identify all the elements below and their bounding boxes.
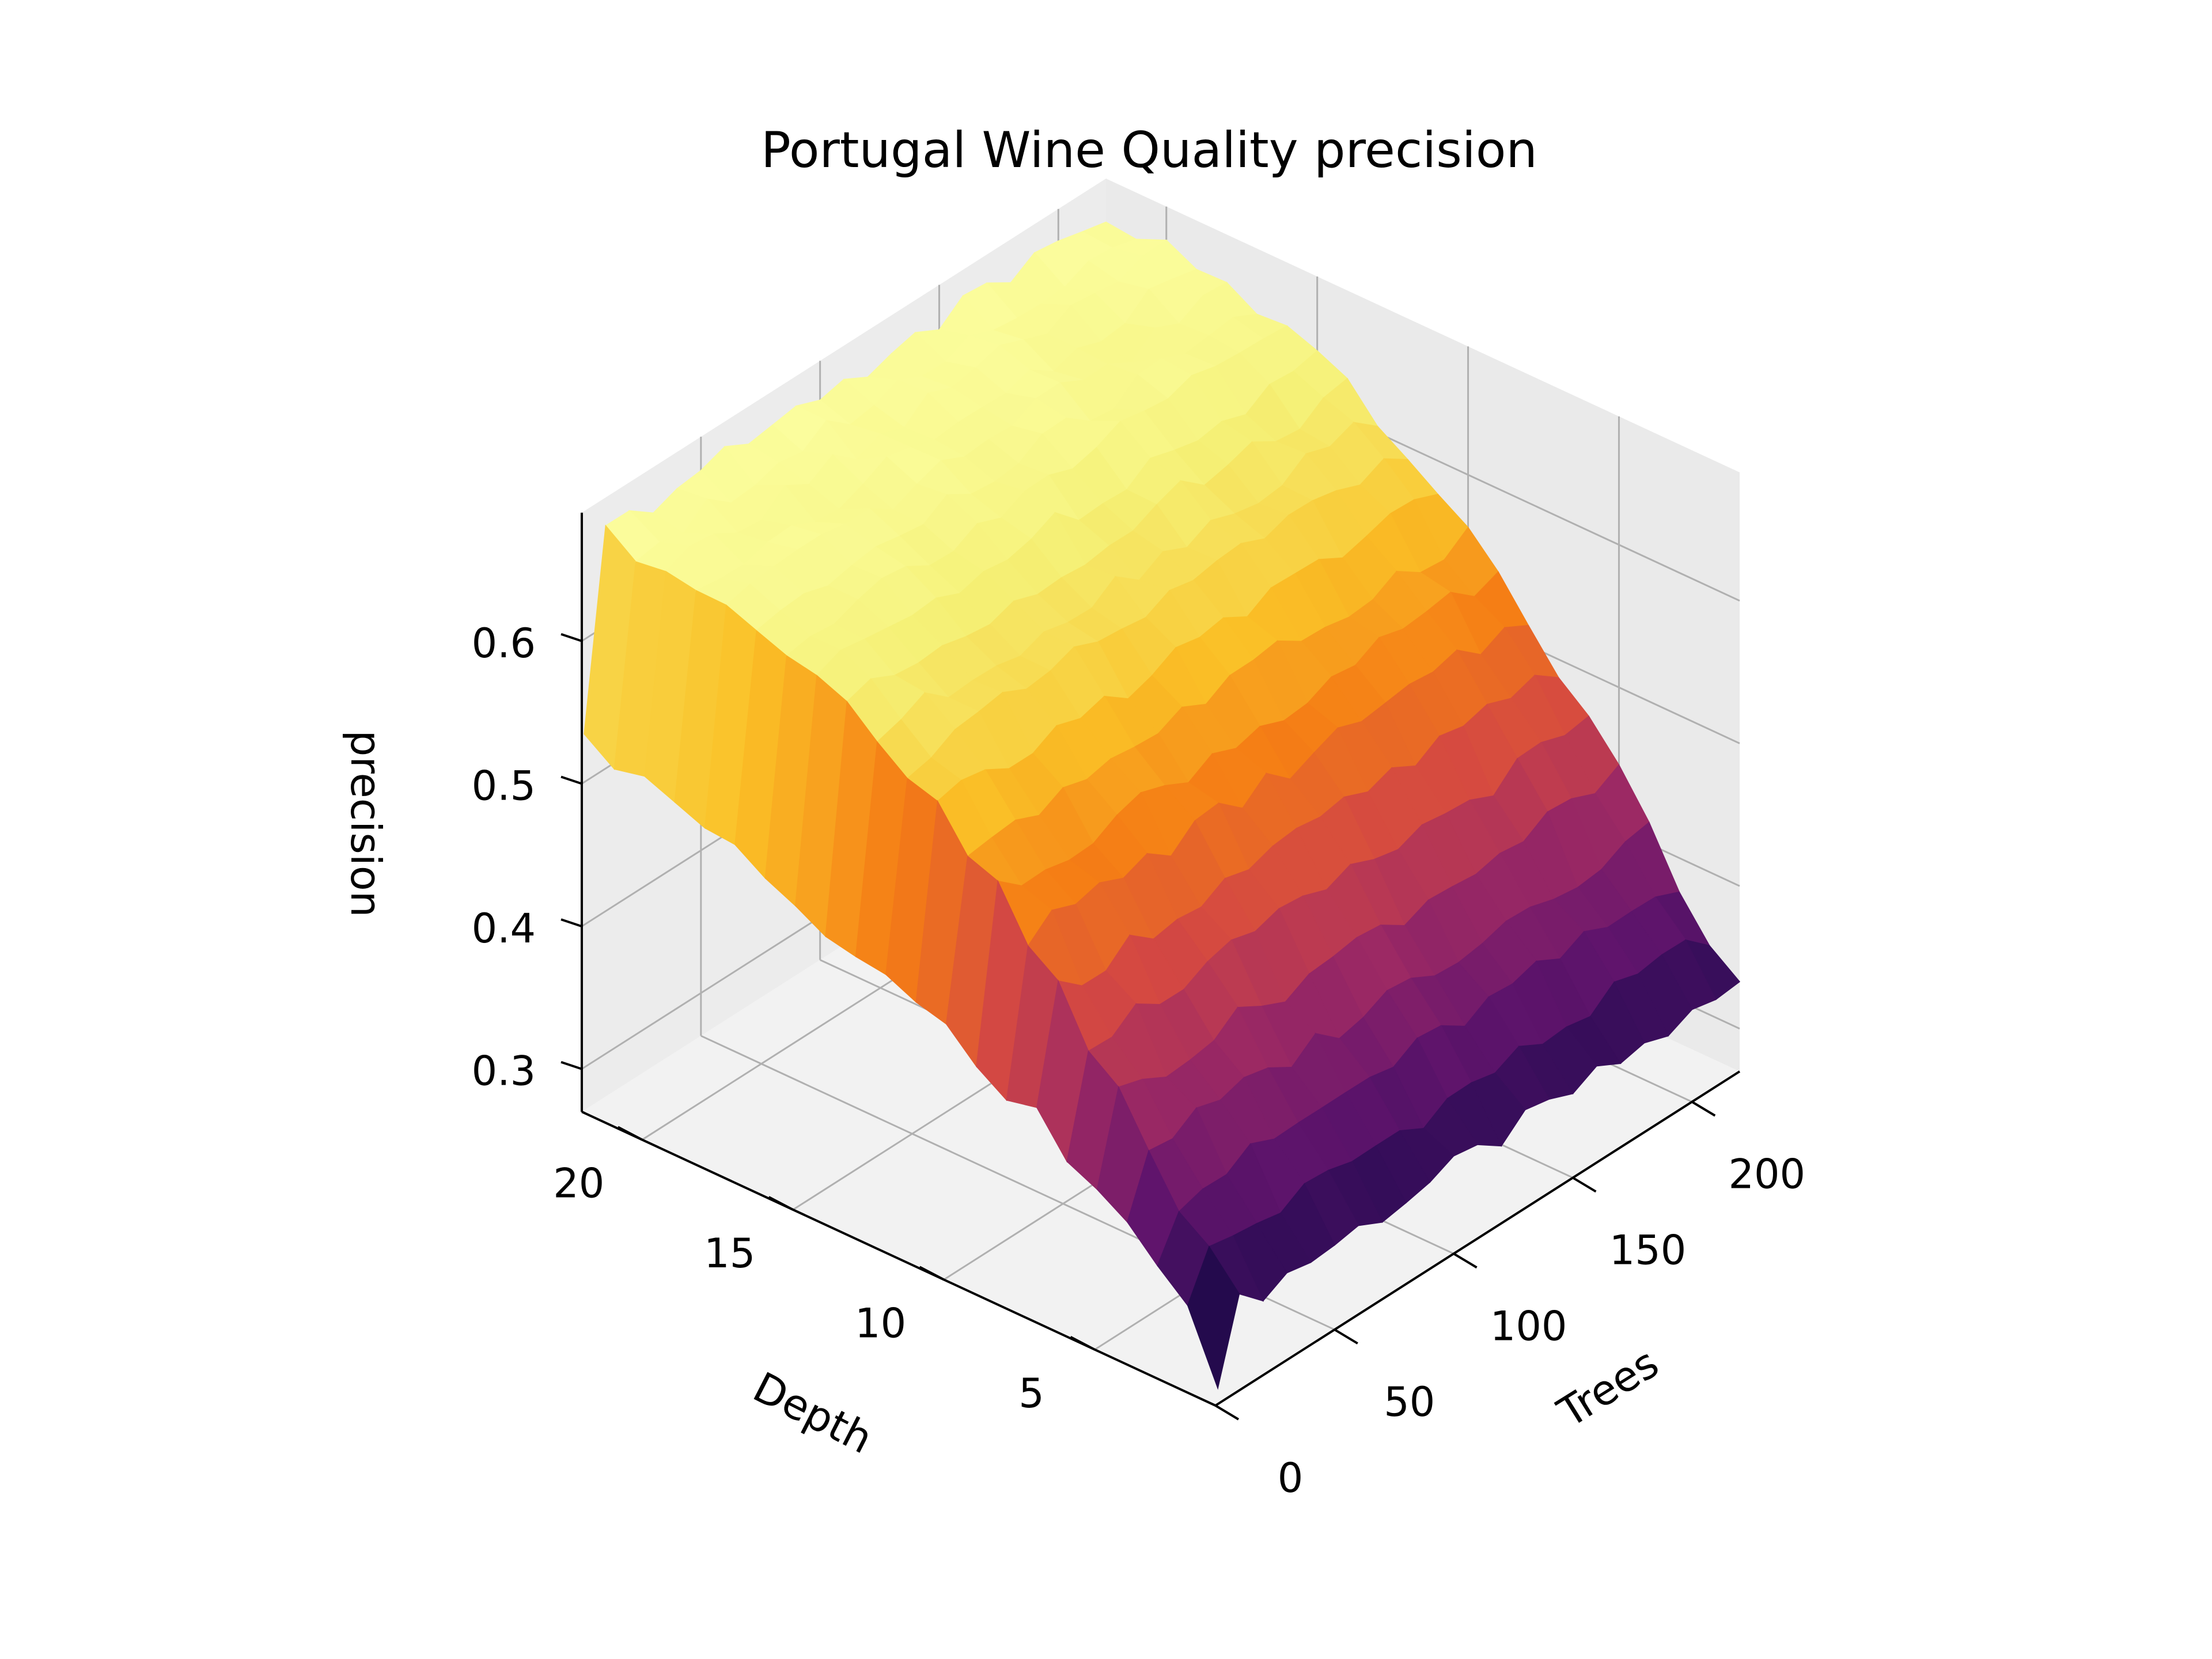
y-axis-line — [581, 1111, 1216, 1407]
x-axis-line — [1214, 1070, 1741, 1407]
y-tick-label: 20 — [553, 1160, 604, 1207]
x-tick-label: 0 — [1278, 1455, 1304, 1502]
z-tick-label: 0.3 — [472, 1048, 536, 1095]
x-tick-mark — [1334, 1328, 1358, 1344]
surface-patch — [1187, 1245, 1240, 1390]
x-tick-label: 150 — [1609, 1227, 1687, 1274]
x-tick-mark — [1453, 1252, 1478, 1269]
y-tick-mark — [768, 1196, 794, 1211]
tick-labels: 0 50 100 150 200 5 10 15 20 0.3 0.4 0.5 0.6 — [472, 620, 1805, 1502]
x-tick-label: 200 — [1728, 1151, 1805, 1198]
x-tick-label: 100 — [1490, 1302, 1567, 1350]
x-tick-mark — [1214, 1404, 1240, 1421]
axis-lines — [581, 513, 1741, 1407]
z-tick-label: 0.4 — [472, 905, 536, 952]
z-tick-mark — [560, 1060, 582, 1070]
x-tick-mark — [1691, 1101, 1716, 1117]
chart-title: Portugal Wine Quality precision — [761, 122, 1537, 179]
y-tick-mark — [919, 1266, 945, 1281]
y-tick-label: 15 — [704, 1230, 755, 1277]
x-axis-label: Trees — [1549, 1338, 1666, 1437]
z-tick-mark — [560, 918, 582, 927]
z-tick-mark — [560, 775, 582, 785]
z-tick-label: 0.5 — [472, 763, 536, 810]
y-tick-mark — [1070, 1336, 1096, 1351]
precision-surface — [584, 221, 1741, 1390]
y-axis-label: Depth — [746, 1363, 881, 1463]
y-tick-label: 5 — [1018, 1370, 1044, 1417]
x-tick-label: 50 — [1384, 1378, 1435, 1426]
z-tick-label: 0.6 — [472, 620, 536, 667]
y-tick-mark — [617, 1126, 643, 1141]
z-axis-label: precision — [342, 730, 390, 918]
y-tick-label: 10 — [855, 1300, 906, 1347]
x-tick-mark — [1572, 1176, 1597, 1193]
z-tick-mark — [560, 632, 582, 642]
